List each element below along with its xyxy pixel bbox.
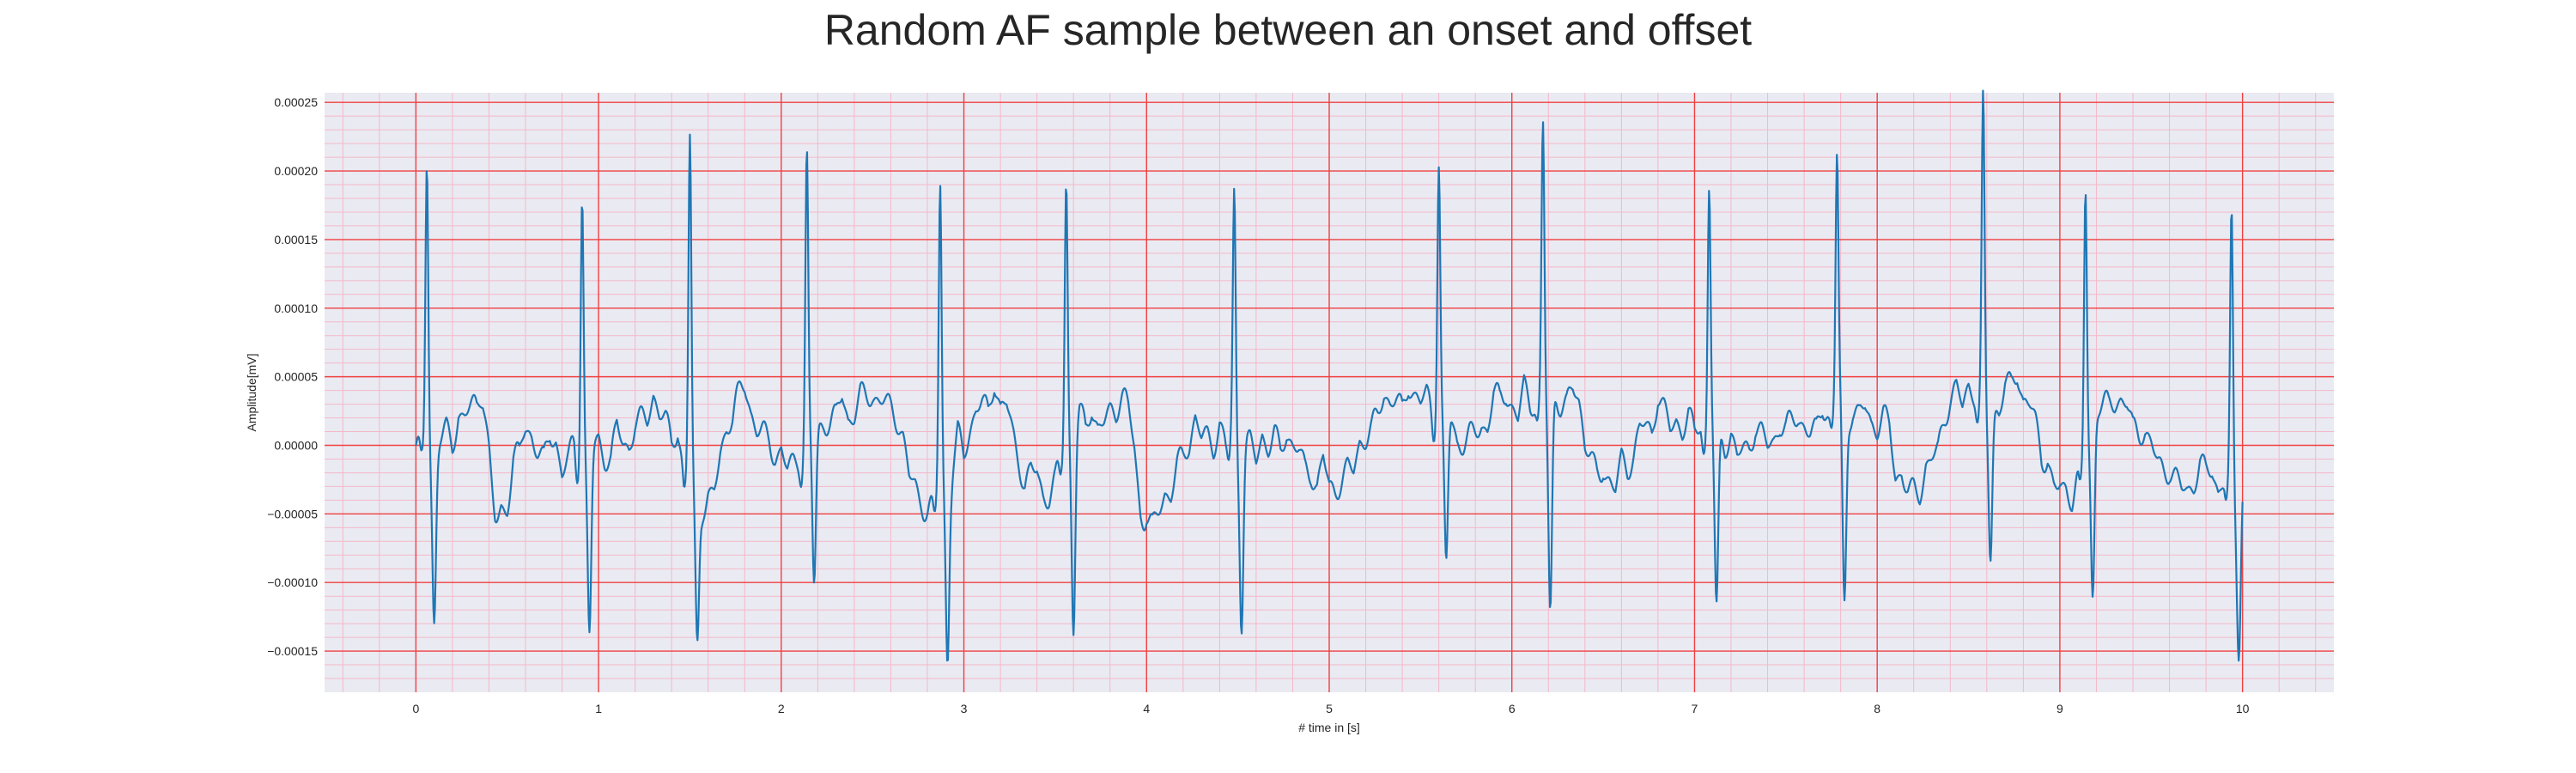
major-grid — [325, 93, 2334, 692]
x-tick-label: 0 — [412, 702, 419, 715]
x-tick-label: 7 — [1692, 702, 1698, 715]
y-tick-label: −0.00015 — [267, 644, 318, 658]
y-axis-ticks: −0.00015 −0.00010 −0.00005 0.00000 0.00005 0.… — [267, 95, 318, 658]
x-tick-label: 8 — [1874, 702, 1880, 715]
y-tick-label: 0.00025 — [274, 95, 318, 109]
x-tick-label: 6 — [1509, 702, 1516, 715]
y-tick-label: −0.00005 — [267, 507, 318, 520]
x-tick-label: 1 — [595, 702, 602, 715]
x-axis-label: # time in [s] — [1298, 721, 1360, 734]
x-tick-label: 9 — [2057, 702, 2063, 715]
x-axis-ticks: 0 1 2 3 4 5 6 7 8 9 10 — [412, 702, 2249, 715]
ecg-signal-line — [415, 89, 2244, 662]
y-tick-label: 0.00015 — [274, 233, 318, 247]
y-tick-label: 0.00000 — [274, 438, 318, 452]
x-tick-label: 3 — [961, 702, 968, 715]
x-tick-label: 2 — [778, 702, 785, 715]
y-tick-label: 0.00020 — [274, 164, 318, 178]
y-tick-label: −0.00010 — [267, 575, 318, 589]
x-tick-label: 5 — [1326, 702, 1333, 715]
y-axis-label: Amplitude[mV] — [245, 353, 258, 431]
x-tick-label: 4 — [1143, 702, 1150, 715]
chart-title: Random AF sample between an onset and of… — [823, 6, 1753, 54]
y-tick-label: 0.00010 — [274, 301, 318, 315]
y-tick-label: 0.00005 — [274, 370, 318, 384]
x-tick-label: 10 — [2236, 702, 2250, 715]
